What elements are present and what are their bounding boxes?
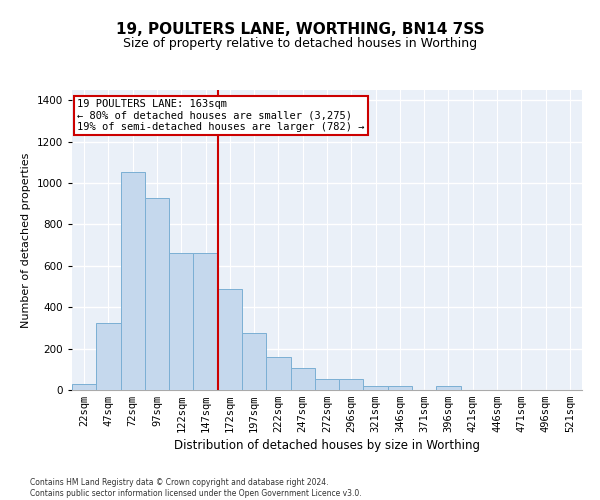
Text: Contains HM Land Registry data © Crown copyright and database right 2024.
Contai: Contains HM Land Registry data © Crown c… (30, 478, 362, 498)
X-axis label: Distribution of detached houses by size in Worthing: Distribution of detached houses by size … (174, 440, 480, 452)
Text: 19 POULTERS LANE: 163sqm
← 80% of detached houses are smaller (3,275)
19% of sem: 19 POULTERS LANE: 163sqm ← 80% of detach… (77, 99, 365, 132)
Bar (218, 288, 242, 390)
Bar (169, 254, 193, 390)
Bar (315, 378, 339, 390)
Text: 19, POULTERS LANE, WORTHING, BN14 7SS: 19, POULTERS LANE, WORTHING, BN14 7SS (116, 22, 484, 38)
Text: Size of property relative to detached houses in Worthing: Size of property relative to detached ho… (123, 38, 477, 51)
Bar (266, 357, 290, 390)
Bar (339, 378, 364, 390)
Bar (242, 333, 266, 390)
Bar (388, 386, 412, 390)
Bar (96, 323, 121, 390)
Bar (436, 386, 461, 390)
Bar (290, 368, 315, 390)
Y-axis label: Number of detached properties: Number of detached properties (21, 152, 31, 328)
Bar (121, 172, 145, 390)
Bar (364, 386, 388, 390)
Bar (145, 198, 169, 390)
Bar (193, 254, 218, 390)
Bar (72, 384, 96, 390)
